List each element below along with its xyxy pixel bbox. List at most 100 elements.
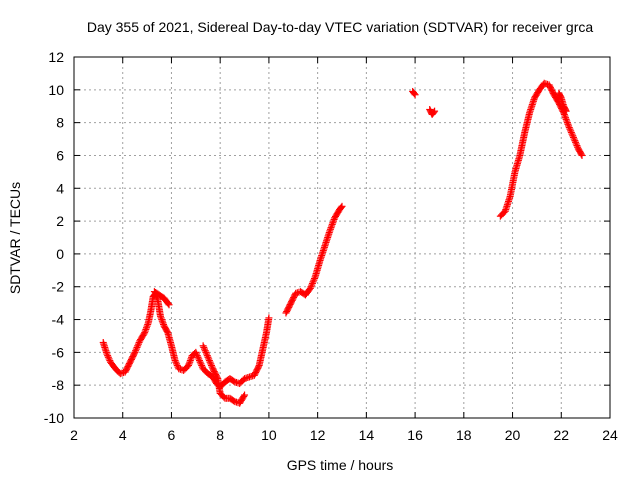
data-point [308,281,316,289]
data-point [105,355,113,363]
data-point [204,353,212,361]
data-point [566,125,574,133]
data-point [311,275,319,283]
data-point [328,222,336,230]
y-tick-label: -4 [52,312,65,328]
data-point [130,350,138,358]
plot-frame [73,56,611,419]
data-point [565,124,573,132]
data-point [157,314,165,322]
x-tick-label: 20 [505,427,521,443]
y-axis-label: SDTVAR / TECUs [7,182,23,294]
data-point [165,301,173,309]
data-point [159,319,167,327]
data-point [330,215,338,223]
x-tick-label: 16 [407,427,423,443]
data-point [567,127,575,135]
chart-title: Day 355 of 2021, Sidereal Day-to-day VTE… [87,19,593,35]
x-tick-label: 8 [216,427,224,443]
data-point [195,357,203,365]
data-point [172,358,180,366]
data-point [578,151,586,159]
y-tick-label: -8 [52,377,65,393]
y-tick-label: 10 [48,82,64,98]
data-point [573,142,581,150]
data-point [106,357,114,365]
data-point [141,327,149,335]
data-point [200,343,208,351]
y-tick-label: 6 [56,147,64,163]
data-point [131,348,139,356]
data-point [574,143,582,151]
y-tick-label: 8 [56,115,64,131]
data-point [565,122,573,130]
data-point [104,353,112,361]
data-point [562,114,570,122]
data-point [329,219,337,227]
data-point [194,353,202,361]
data-point [158,316,166,324]
data-point [173,361,181,369]
data-point [572,140,580,148]
data-point [142,325,150,333]
data-point [196,358,204,366]
data-point [132,347,140,355]
data-point [563,119,571,127]
data-point [185,361,193,369]
y-tick-label: 0 [56,246,64,262]
data-point [201,347,209,355]
data-point [208,363,216,371]
data-point [306,284,314,292]
data-point [411,91,419,99]
data-point [337,203,345,211]
x-tick-label: 18 [456,427,472,443]
x-tick-label: 4 [119,427,127,443]
x-tick-label: 14 [359,427,375,443]
data-point [134,340,142,348]
data-point [144,320,152,328]
data-point [195,355,203,363]
data-point [254,363,262,371]
data-point [567,128,575,136]
data-point [571,137,579,145]
data-point [430,108,438,116]
data-point [328,220,336,228]
data-point [132,345,140,353]
data-point [163,327,171,335]
data-point [186,358,194,366]
data-point [197,360,205,368]
y-tick-label: -2 [52,279,65,295]
data-point [561,112,569,120]
y-tick-label: 4 [56,180,64,196]
x-axis-label: GPS time / hours [287,457,394,473]
data-point [173,360,181,368]
data-point [198,361,206,369]
data-point [143,322,151,330]
data-point [199,342,207,350]
data-point [193,350,201,358]
data-point [158,317,166,325]
data-point [240,392,248,400]
y-tick-label: -10 [44,410,64,426]
data-points [99,79,586,407]
y-tick-label: 2 [56,213,64,229]
data-point [202,348,210,356]
data-point [160,320,168,328]
data-point [569,133,577,141]
x-tick-label: 24 [602,427,618,443]
x-tick-label: 22 [553,427,569,443]
data-point [572,138,580,146]
data-point [562,107,570,115]
data-point [193,352,201,360]
y-tick-label: 12 [48,49,64,65]
data-point [562,115,570,123]
x-tick-label: 6 [168,427,176,443]
data-point [186,357,194,365]
data-point [577,150,585,158]
data-point [201,345,209,353]
data-point [156,312,164,320]
data-point [327,224,335,232]
data-point [265,314,273,322]
